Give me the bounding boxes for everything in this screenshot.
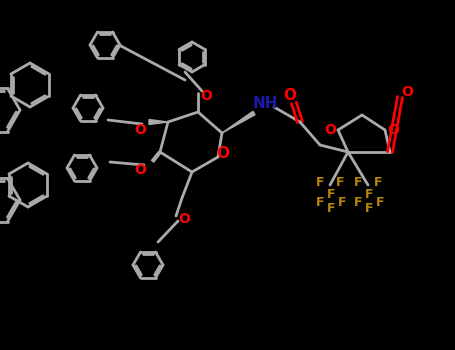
Polygon shape xyxy=(222,111,255,133)
Text: O: O xyxy=(134,163,146,177)
Text: F: F xyxy=(354,176,362,189)
Text: O: O xyxy=(200,89,212,103)
Text: F: F xyxy=(338,196,346,210)
Text: F: F xyxy=(365,203,373,216)
Text: F: F xyxy=(374,176,382,189)
Text: F: F xyxy=(336,176,344,189)
Text: F: F xyxy=(365,188,373,201)
Text: F: F xyxy=(316,196,324,210)
Text: F: F xyxy=(316,176,324,189)
Text: O: O xyxy=(324,123,336,137)
Text: O: O xyxy=(387,123,399,137)
Text: O: O xyxy=(178,212,190,226)
Text: F: F xyxy=(376,196,384,210)
Text: F: F xyxy=(354,196,362,210)
Text: F: F xyxy=(327,188,335,201)
Text: NH: NH xyxy=(252,97,278,112)
Text: F: F xyxy=(327,203,335,216)
Text: O: O xyxy=(401,85,413,99)
Text: O: O xyxy=(217,147,229,161)
Polygon shape xyxy=(149,119,168,125)
Text: O: O xyxy=(134,123,146,137)
Text: O: O xyxy=(283,88,297,103)
